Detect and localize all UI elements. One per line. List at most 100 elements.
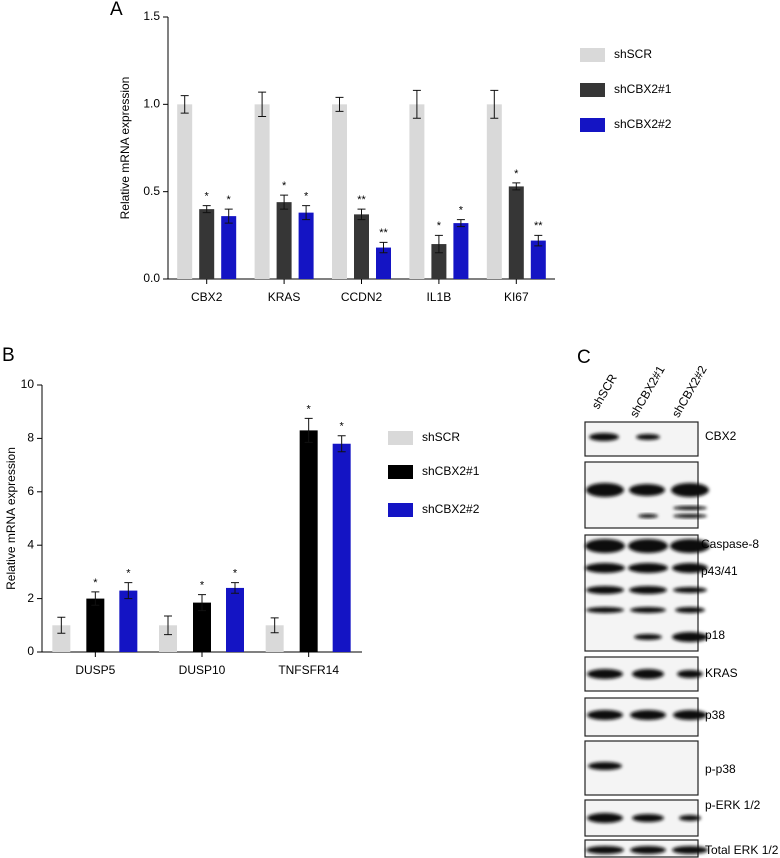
bar [199, 209, 215, 279]
x-tick-label: DUSP5 [75, 663, 115, 677]
blot-band [677, 670, 703, 678]
x-tick-label: DUSP10 [179, 663, 226, 677]
significance: * [459, 205, 464, 217]
significance: * [282, 180, 287, 192]
x-tick-label: KI67 [504, 290, 529, 304]
western-blot: shSCR shCBX2#1 shCBX2#2 CBX2 Caspase-8 p43/41… [584, 363, 779, 858]
y-tick-label: 10 [21, 377, 35, 391]
legend-label: shCBX2#1 [422, 464, 480, 478]
bar [221, 216, 237, 279]
error-bar [302, 205, 311, 221]
panel-label: B [2, 345, 15, 366]
y-axis-label: Relative mRNA expression [4, 447, 18, 590]
y-tick-label: 1.5 [143, 9, 160, 23]
error-bar [412, 89, 421, 119]
x-tick-label: CCDN2 [341, 290, 383, 304]
y-tick-label: 6 [27, 484, 34, 498]
legend-label: shSCR [422, 430, 460, 444]
legend-swatch [388, 503, 413, 517]
significance: * [126, 567, 131, 579]
error-bar [258, 91, 267, 118]
y-tick-label: 2 [27, 591, 34, 605]
blot-band [630, 710, 666, 720]
significance: * [200, 580, 205, 592]
error-bar [534, 234, 543, 247]
significance: * [227, 194, 232, 206]
blot-band [636, 434, 660, 440]
error-bar [490, 89, 499, 119]
blot-band [632, 814, 664, 822]
x-tick-label: TNFSFR14 [278, 663, 339, 677]
bar [159, 625, 177, 652]
bar [332, 443, 351, 652]
bar [409, 104, 425, 279]
error-bar [57, 616, 66, 634]
error-bar [357, 208, 366, 221]
blot-band [632, 669, 664, 679]
blot-band [589, 433, 619, 441]
blot-band [634, 634, 662, 640]
blot-band [630, 607, 666, 613]
blot-band [672, 846, 708, 854]
error-bar [379, 241, 388, 254]
significance: * [340, 421, 345, 433]
blot-band [586, 607, 624, 613]
blot-band [673, 506, 707, 510]
y-tick-label: 4 [27, 537, 34, 551]
significance: * [93, 577, 98, 589]
band-label: KRAS [705, 666, 738, 680]
blot-band [672, 563, 708, 573]
legend-swatch [388, 465, 413, 479]
bar [254, 104, 270, 279]
y-tick-label: 1.0 [143, 97, 160, 111]
bar [52, 625, 71, 652]
blot-band [671, 483, 709, 497]
legend-swatch [580, 83, 605, 97]
x-tick-label: KRAS [268, 290, 301, 304]
band-label: Total ERK 1/2 [705, 843, 779, 857]
error-bar [456, 219, 465, 228]
panel-label: C [577, 347, 591, 368]
error-bar [512, 182, 521, 191]
blot-band [629, 586, 667, 594]
blot-band [588, 762, 622, 770]
blot-band [585, 563, 625, 573]
bar [177, 104, 193, 279]
blot-band [638, 514, 658, 518]
blot-band [670, 539, 710, 553]
legend-label: shCBX2#1 [614, 82, 672, 96]
legend-label: shCBX2#2 [422, 502, 480, 516]
bar [226, 587, 244, 652]
y-tick-label: 0.0 [143, 271, 160, 285]
error-bar [198, 594, 206, 612]
error-bar [164, 615, 172, 636]
blot-band [673, 587, 707, 593]
significance: ** [379, 227, 388, 239]
error-bar [231, 582, 239, 594]
band-label: p-ERK 1/2 [705, 798, 761, 812]
blot-band [673, 710, 707, 720]
significance: ** [534, 220, 543, 232]
lane-label: shCBX2#2 [669, 363, 710, 420]
panel-label: A [110, 0, 123, 20]
blot-band [586, 586, 624, 594]
bar [530, 240, 546, 279]
error-bar [124, 582, 133, 600]
band-label: p-p38 [705, 762, 736, 776]
bar [265, 625, 284, 652]
blot-band [586, 846, 624, 854]
bar [276, 202, 292, 279]
band-label: CBX2 [705, 429, 737, 443]
y-tick-label: 0 [27, 644, 34, 658]
error-bar [270, 617, 279, 634]
blot-band [586, 483, 624, 497]
blot-band [587, 813, 623, 823]
bar [193, 602, 211, 652]
bar [508, 186, 524, 279]
blot-band [630, 846, 666, 854]
error-bar [180, 95, 189, 114]
error-bar [335, 96, 344, 112]
blot-band [673, 514, 707, 518]
bar [119, 590, 138, 652]
significance: * [307, 403, 312, 415]
